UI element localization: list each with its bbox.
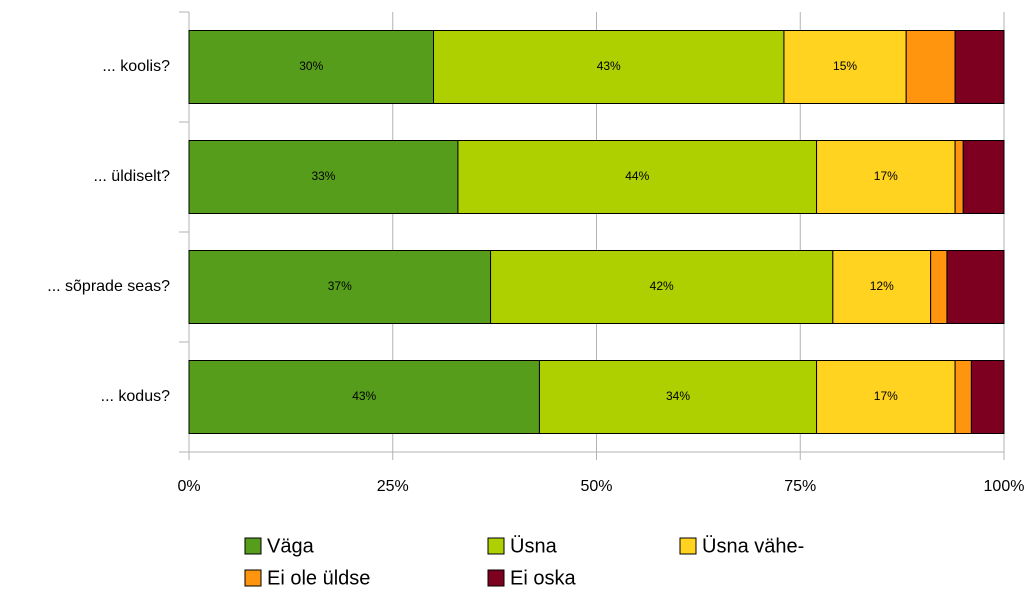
bar-segment [783,30,907,104]
y-tick-label: ... üldiselt? [94,168,171,185]
bar-segment [188,140,459,214]
legend-swatch [487,537,505,555]
bar-segment [188,30,434,104]
data-label: 33% [311,169,335,183]
legend-swatch [487,569,505,587]
bar-segment [954,140,964,214]
data-label: 12% [870,279,894,293]
bar-segment [433,30,785,104]
data-label: 43% [352,389,376,403]
data-label: 37% [328,279,352,293]
bar-segment [954,30,1005,104]
data-label: 17% [874,389,898,403]
y-tick-label: ... koolis? [102,58,170,75]
legend-swatch [244,537,262,555]
bar-segment [816,140,956,214]
data-label: 17% [874,169,898,183]
x-tick-label: 50% [580,478,612,495]
bar-segment [490,250,834,324]
bar-segment [954,360,972,434]
x-tick-label: 100% [984,478,1025,495]
x-tick-label: 25% [377,478,409,495]
legend-label: Üsna vähe- [702,535,804,557]
x-tick-label: 75% [784,478,816,495]
data-label: 44% [625,169,649,183]
bar-segment [538,360,818,434]
legend-label: Väga [267,535,315,557]
bar-segment [905,30,956,104]
data-label: 34% [666,389,690,403]
legend-label: Üsna [510,535,558,557]
legend-label: Ei ole üldse [267,567,370,589]
legend-swatch [679,537,697,555]
legend-swatch [244,569,262,587]
bar-segment [188,360,540,434]
y-tick-label: ... kodus? [101,388,170,405]
bar-segment [188,250,492,324]
data-label: 30% [299,59,323,73]
legend-label: Ei oska [510,567,576,589]
bar-segment [832,250,932,324]
data-label: 15% [833,59,857,73]
data-label: 43% [597,59,621,73]
bar-segment [946,250,1005,324]
bar-segment [962,140,1005,214]
x-tick-label: 0% [177,478,200,495]
bar-segment [970,360,1005,434]
bar-segment [930,250,948,324]
y-tick-label: ... sõprade seas? [47,278,170,295]
data-label: 42% [650,279,674,293]
